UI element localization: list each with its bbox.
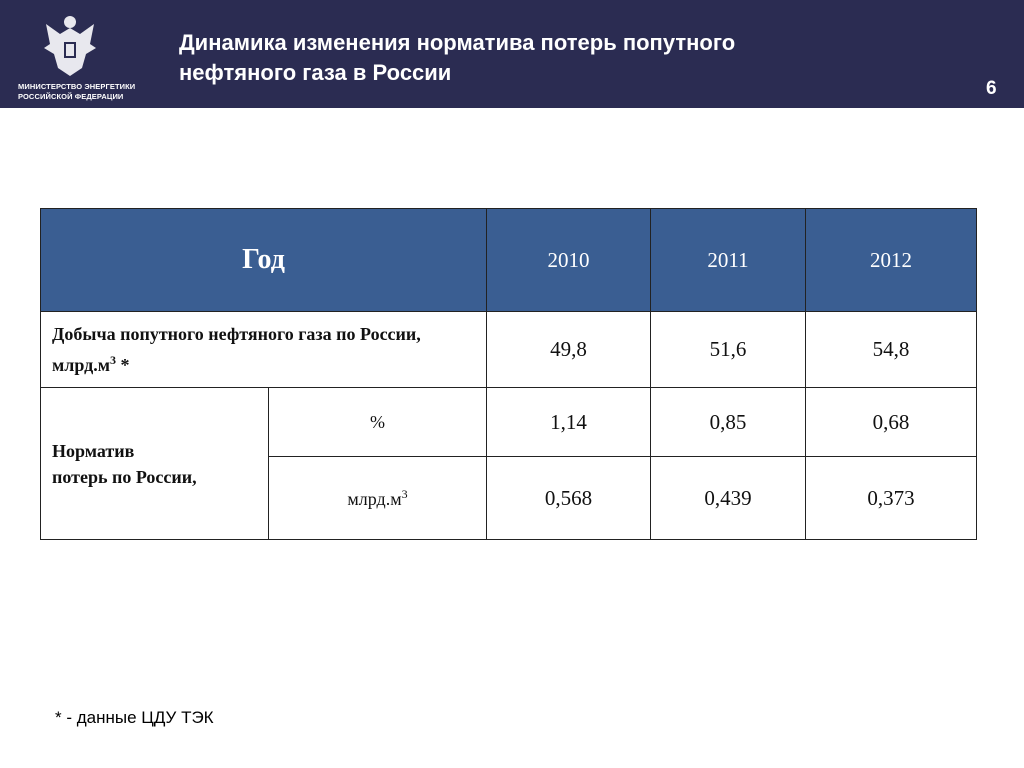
- header-cell: Год: [40, 208, 487, 312]
- emblem: [44, 16, 96, 76]
- unit-cell: млрд.м3: [268, 456, 487, 540]
- value-cell: 54,8: [805, 311, 977, 388]
- unit-cell: %: [268, 387, 487, 457]
- value-cell: 0,373: [805, 456, 977, 540]
- value-cell: 0,568: [486, 456, 651, 540]
- row-label: Добыча попутного нефтяного газа по Росси…: [40, 311, 487, 388]
- title-line: нефтяного газа в России: [179, 60, 452, 85]
- label-line: Норматив: [52, 440, 135, 461]
- value-cell: 0,85: [650, 387, 806, 457]
- value-cell: 0,439: [650, 456, 806, 540]
- unit-text: млрд.м: [347, 488, 402, 509]
- footnote: * - данные ЦДУ ТЭК: [55, 708, 214, 727]
- data-table: Год 2010 2011 2012 Добыча попутного нефт…: [40, 208, 977, 540]
- ministry-line: РОССИЙСКОЙ ФЕДЕРАЦИИ: [18, 92, 124, 101]
- value-cell: 49,8: [486, 311, 651, 388]
- slide-title: Динамика изменения норматива потерь попу…: [179, 28, 735, 88]
- ministry-line: МИНИСТЕРСТВО ЭНЕРГЕТИКИ: [18, 82, 136, 91]
- page-number: 6: [986, 78, 997, 99]
- title-line: Динамика изменения норматива потерь попу…: [179, 30, 736, 55]
- year-cell: 2012: [805, 208, 977, 312]
- header-bar: МИНИСТЕРСТВО ЭНЕРГЕТИКИ РОССИЙСКОЙ ФЕДЕР…: [0, 0, 1024, 108]
- label-line: потерь по России,: [52, 466, 197, 487]
- value-cell: 1,14: [486, 387, 651, 457]
- superscript: 3: [401, 486, 408, 501]
- superscript: 3: [110, 353, 116, 367]
- value-cell: 0,68: [805, 387, 977, 457]
- row-label: Норматив потерь по России,: [40, 387, 269, 540]
- year-cell: 2010: [486, 208, 651, 312]
- label-suffix: *: [116, 355, 130, 375]
- value-cell: 51,6: [650, 311, 806, 388]
- label-text: Добыча попутного нефтяного газа по Росси…: [52, 324, 421, 375]
- year-cell: 2011: [650, 208, 806, 312]
